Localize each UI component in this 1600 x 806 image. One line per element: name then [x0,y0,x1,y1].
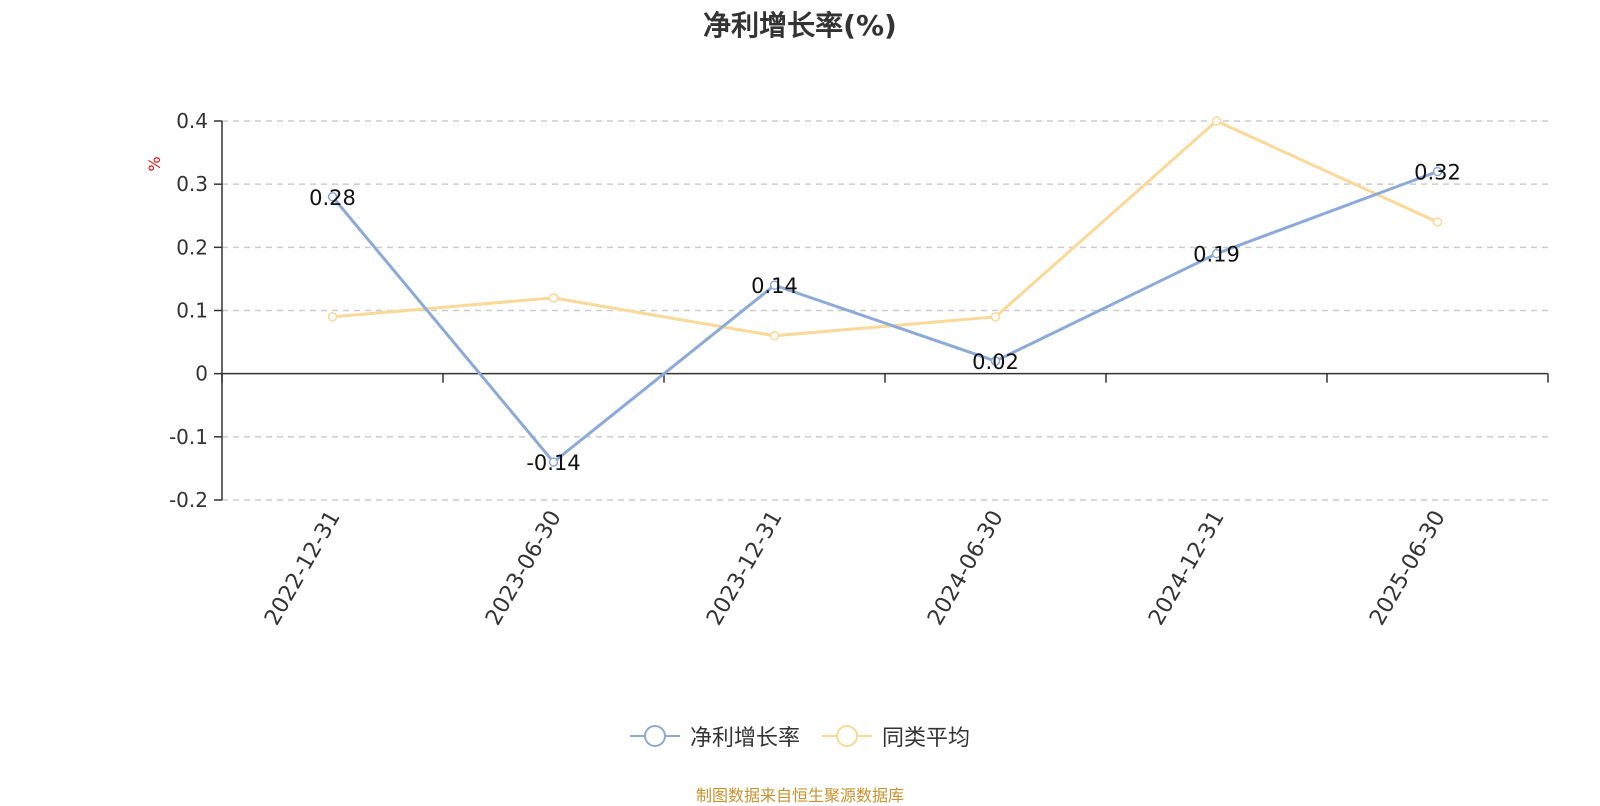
data-point-secondary [769,331,780,341]
source-note: 制图数据来自恒生聚源数据库 [695,786,904,805]
x-tick-label: 2025-06-30 [1365,507,1451,630]
x-tick-label: 2024-06-30 [923,507,1009,630]
x-tick-label: 2023-06-30 [481,507,567,630]
data-point-secondary [327,312,338,322]
y-tick-label: 0 [195,362,208,386]
data-point-primary [990,356,1001,366]
data-label: 0.28 [309,186,356,210]
y-tick-label: 0.2 [176,235,208,259]
x-tick-label: 2024-12-31 [1144,507,1230,630]
data-point-primary [548,457,559,467]
data-point-secondary [548,293,559,303]
data-point-primary [1432,166,1443,177]
data-point-secondary [990,312,1001,322]
legend-secondary-swatch-icon [822,725,872,747]
series [327,116,1443,467]
y-tick-label: -0.1 [169,425,208,449]
data-point-primary [1211,248,1222,259]
x-tick-label: 2023-12-31 [702,507,788,630]
legend-item-secondary[interactable]: 同类平均 [822,720,970,752]
data-label: 0.19 [1193,243,1240,267]
series-line-secondary [332,119,1439,338]
y-axis-unit-label: % [145,156,164,171]
data-label: 0.32 [1414,161,1461,185]
legend-secondary-label: 同类平均 [882,726,971,751]
data-label: 0.14 [751,274,798,298]
axes: 0.4 0.3 0.2 0.1 0 -0.1 -0.2 2022-12-31 2023-06-3… [169,109,1549,630]
grid-lines [222,120,1548,501]
legend-item-primary[interactable]: 净利增长率 [629,720,800,752]
data-point-primary [769,280,780,290]
y-tick-label: 0.3 [176,172,208,196]
legend: 净利增长率 同类平均 [0,720,1600,752]
chart-title: 净利增长率(%) [703,9,897,42]
y-tick-label: 0.4 [176,109,208,133]
data-label: -0.14 [526,451,580,475]
data-labels: 0.28 -0.14 0.14 0.02 0.19 0.32 [309,161,1461,476]
data-label: 0.02 [972,350,1019,374]
data-point-secondary [1432,217,1443,227]
data-point-primary [327,192,338,202]
y-tick-label: -0.2 [169,488,208,512]
data-point-secondary [1211,116,1222,126]
y-tick-label: 0.1 [176,299,208,323]
series-line-primary [331,170,1439,464]
legend-primary-label: 净利增长率 [689,726,800,751]
x-tick-label: 2022-12-31 [260,507,346,630]
legend-primary-swatch-icon [629,725,680,747]
